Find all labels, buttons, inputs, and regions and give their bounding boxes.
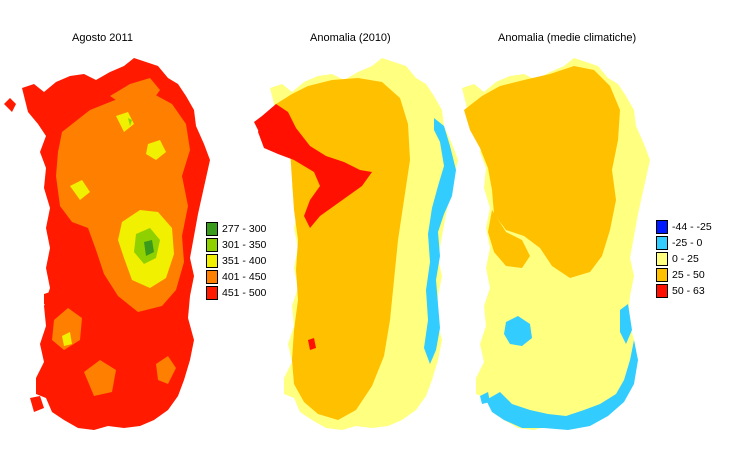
map-agosto-2011 — [4, 58, 210, 430]
legend-item: 401 - 450 — [206, 269, 266, 285]
legend-swatch — [206, 270, 218, 284]
map-anomalia-medie — [462, 58, 650, 430]
map-title-agosto-2011: Agosto 2011 — [72, 32, 133, 44]
legend-label: 451 - 500 — [222, 287, 267, 299]
legend-label: 50 - 63 — [672, 285, 705, 297]
map-title-anomalia-2010: Anomalia (2010) — [310, 32, 391, 44]
map-anomalia-2010 — [254, 58, 458, 430]
legend-label: -44 - -25 — [672, 221, 712, 233]
legend-swatch — [206, 222, 218, 236]
legend-label: 301 - 350 — [222, 239, 267, 251]
legend-swatch — [656, 236, 668, 250]
legend-item: 301 - 350 — [206, 237, 266, 253]
legend-label: 0 - 25 — [672, 253, 699, 265]
legend-swatch — [656, 252, 668, 266]
legend-item: 0 - 25 — [656, 251, 712, 267]
legend-swatch — [206, 254, 218, 268]
legend-swatch — [656, 220, 668, 234]
legend-item: 451 - 500 — [206, 285, 266, 301]
legend-label: 351 - 400 — [222, 255, 267, 267]
legend-label: 401 - 450 — [222, 271, 267, 283]
legend-swatch — [206, 286, 218, 300]
legend-item: 50 - 63 — [656, 283, 712, 299]
legend-swatch — [656, 268, 668, 282]
legend-item: 351 - 400 — [206, 253, 266, 269]
legend-label: 25 - 50 — [672, 269, 705, 281]
legend-item: -25 - 0 — [656, 235, 712, 251]
legend-agosto-2011: 277 - 300 301 - 350 351 - 400 401 - 450 … — [206, 221, 266, 301]
legend-item: 25 - 50 — [656, 267, 712, 283]
legend-swatch — [656, 284, 668, 298]
legend-label: 277 - 300 — [222, 223, 267, 235]
legend-anomalia-medie: -44 - -25 -25 - 0 0 - 25 25 - 50 50 - 63 — [656, 219, 712, 299]
legend-item: 277 - 300 — [206, 221, 266, 237]
map-title-anomalia-medie: Anomalia (medie climatiche) — [498, 32, 637, 44]
legend-label: -25 - 0 — [672, 237, 703, 249]
legend-swatch — [206, 238, 218, 252]
legend-item: -44 - -25 — [656, 219, 712, 235]
